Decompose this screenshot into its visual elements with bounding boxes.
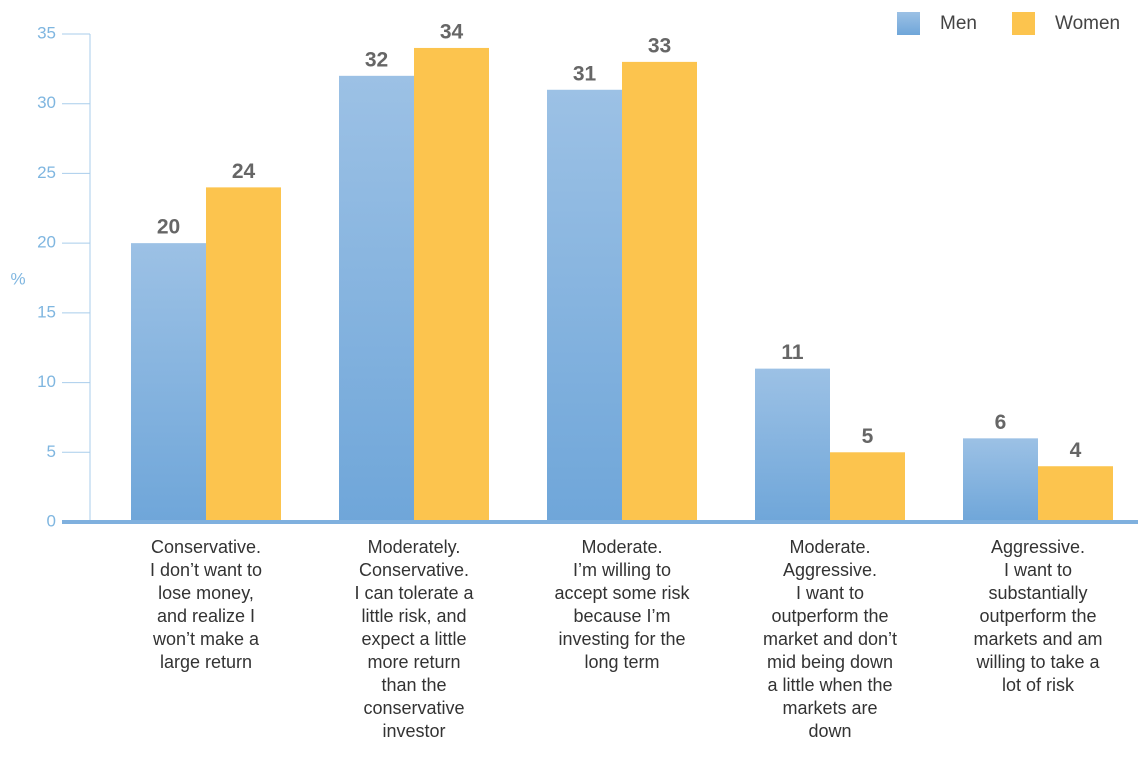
y-tick-label: 25: [37, 163, 56, 182]
legend-label: Men: [940, 13, 977, 34]
x-tick-label: Moderately.: [368, 537, 461, 557]
x-tick-label: I want to: [796, 583, 864, 603]
x-tick-label: I don’t want to: [150, 560, 262, 580]
x-tick-label: little risk, and: [361, 606, 466, 626]
x-tick-label: investing for the: [558, 629, 685, 649]
bar: [622, 61, 697, 523]
bar: [547, 89, 622, 523]
x-tick-label: Moderate.: [581, 537, 662, 557]
x-tick-label: Moderate.: [789, 537, 870, 557]
value-label: 34: [440, 20, 464, 43]
x-tick-label: mid being down: [767, 652, 893, 672]
x-tick-label: lot of risk: [1002, 675, 1075, 695]
x-tick-label: outperform the: [771, 606, 888, 626]
x-tick-label: down: [808, 721, 851, 741]
y-tick-label: 5: [47, 442, 56, 461]
bar: [206, 187, 281, 522]
x-tick-label: willing to take a: [975, 652, 1100, 672]
value-label: 5: [862, 425, 874, 448]
y-tick-label: 0: [47, 511, 56, 530]
bar: [1038, 466, 1113, 522]
x-tick-label: a little when the: [767, 675, 892, 695]
x-tick-label: won’t make a: [152, 629, 260, 649]
x-tick-label: Aggressive.: [783, 560, 877, 580]
bar: [755, 368, 830, 522]
y-tick-label: 30: [37, 93, 56, 112]
legend-swatch: [897, 12, 920, 35]
x-tick-label: and realize I: [157, 606, 255, 626]
value-label: 20: [157, 216, 180, 239]
x-tick-label: expect a little: [361, 629, 466, 649]
x-tick-label: substantially: [988, 583, 1087, 603]
y-tick-label: 20: [37, 233, 56, 252]
y-tick-label: 35: [37, 23, 56, 42]
legend-swatch: [1012, 12, 1035, 35]
y-tick-label: 10: [37, 372, 56, 391]
legend-label: Women: [1055, 13, 1120, 34]
x-tick-label: conservative: [363, 698, 464, 718]
x-tick-label: because I’m: [573, 606, 670, 626]
bar: [414, 47, 489, 522]
x-tick-label: market and don’t: [763, 629, 897, 649]
x-tick-label: lose money,: [158, 583, 254, 603]
x-tick-label: large return: [160, 652, 252, 672]
bar: [131, 243, 206, 522]
x-tick-label: Aggressive.: [991, 537, 1085, 557]
x-tick-label: outperform the: [979, 606, 1096, 626]
x-tick-label: I’m willing to: [573, 560, 671, 580]
value-label: 33: [648, 34, 671, 57]
x-tick-label: investor: [382, 721, 445, 741]
bar: [963, 438, 1038, 522]
x-tick-label: than the: [381, 675, 446, 695]
y-axis-label: %: [10, 269, 25, 288]
x-tick-label: accept some risk: [554, 583, 690, 603]
value-label: 31: [573, 62, 597, 85]
value-label: 4: [1070, 439, 1082, 462]
x-tick-label: I can tolerate a: [354, 583, 474, 603]
bar: [830, 452, 905, 522]
x-tick-label: I want to: [1004, 560, 1072, 580]
y-tick-label: 15: [37, 302, 56, 321]
value-label: 24: [232, 160, 256, 183]
x-tick-label: more return: [367, 652, 460, 672]
x-tick-label: markets and am: [973, 629, 1102, 649]
x-tick-label: Conservative.: [359, 560, 469, 580]
x-tick-label: long term: [584, 652, 659, 672]
value-label: 32: [365, 48, 388, 71]
x-tick-label: markets are: [782, 698, 877, 718]
value-label: 6: [995, 411, 1007, 434]
value-label: 11: [781, 341, 804, 364]
x-tick-label: Conservative.: [151, 537, 261, 557]
bar: [339, 75, 414, 522]
